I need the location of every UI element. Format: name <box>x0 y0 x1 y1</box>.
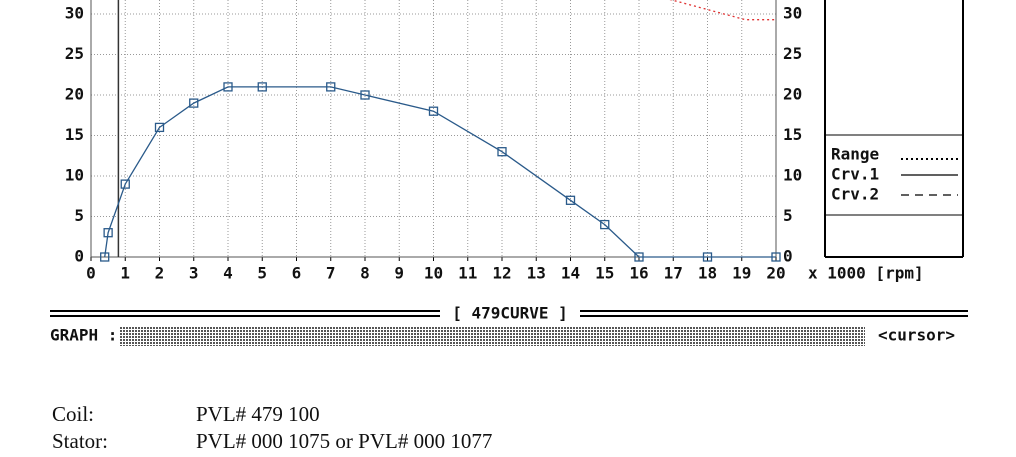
point-marker <box>771 252 781 262</box>
point-marker <box>497 147 507 157</box>
point-marker <box>257 82 267 92</box>
x-tick-label: 12 <box>492 264 511 283</box>
graph-scroll-bar[interactable] <box>120 326 865 346</box>
x-tick-label: 11 <box>458 264 477 283</box>
x-tick-label: 18 <box>698 264 717 283</box>
y-tick-label: 20 <box>65 85 84 104</box>
point-marker <box>634 252 644 262</box>
note-label: Coil: <box>52 402 94 426</box>
plot: 0 1 2 3 4 5 6 7 8 9 10 11 12 13 14 15 16 17 18 19 200 05 510 10… <box>65 0 958 283</box>
x-tick-label: 17 <box>664 264 683 283</box>
x-tick-label: 3 <box>189 264 199 283</box>
y-tick-label: 10 <box>65 166 84 185</box>
point-marker <box>223 82 233 92</box>
point-marker <box>600 219 610 230</box>
legend-label: Range <box>831 145 879 164</box>
x-tick-label: 6 <box>292 264 302 283</box>
graph-label: GRAPH : <box>50 326 117 345</box>
x-tick-label: 1 <box>120 264 130 283</box>
y-tick-label: 15 <box>65 125 84 144</box>
x-tick-label: 4 <box>223 264 233 283</box>
x-axis-label: x 1000 [rpm] <box>808 264 924 283</box>
y-tick-label-right: 5 <box>783 206 793 225</box>
y-tick-label-right: 10 <box>783 166 802 185</box>
point-marker <box>565 195 576 205</box>
point-marker <box>103 228 113 238</box>
point-marker <box>120 179 130 189</box>
note-value: PVL# 479 100 <box>196 402 320 426</box>
y-tick-label-right: 15 <box>783 125 802 144</box>
y-tick-label-right: 25 <box>783 44 802 63</box>
x-tick-label: 16 <box>629 264 648 283</box>
x-tick-label: 0 <box>86 264 96 283</box>
x-tick-label: 2 <box>155 264 165 283</box>
x-tick-label: 13 <box>527 264 546 283</box>
y-tick-label: 25 <box>65 44 84 63</box>
point-marker <box>326 82 336 92</box>
point-marker <box>154 122 165 133</box>
point-marker <box>360 90 370 100</box>
y-tick-label-right: 0 <box>783 247 793 266</box>
point-marker <box>189 98 199 108</box>
legend-label: Crv.2 <box>831 185 879 204</box>
legend-panel <box>824 0 964 258</box>
x-tick-label: 9 <box>394 264 404 283</box>
title-bar: [ 479CURVE ] <box>50 304 968 324</box>
x-tick-label: 10 <box>424 264 443 283</box>
x-tick-label: 20 <box>766 264 785 283</box>
point-marker <box>702 252 713 262</box>
y-tick-label: 30 <box>65 4 84 23</box>
series-line <box>669 0 776 21</box>
cursor-label: <cursor> <box>878 326 955 345</box>
x-tick-label: 8 <box>360 264 370 283</box>
note-value: PVL# 000 1075 or PVL# 000 1077 <box>196 429 492 453</box>
x-tick-label: 19 <box>732 264 751 283</box>
x-tick-label: 7 <box>326 264 336 283</box>
y-tick-label-right: 30 <box>783 4 802 23</box>
series-line <box>104 86 776 258</box>
y-tick-label: 5 <box>74 206 84 225</box>
chart-title: [ 479CURVE ] <box>452 304 568 323</box>
legend-label: Crv.1 <box>831 165 879 184</box>
x-tick-label: 5 <box>257 264 267 283</box>
point-marker <box>428 106 439 116</box>
y-tick-label: 0 <box>74 247 84 266</box>
x-tick-label: 15 <box>595 264 614 283</box>
y-tick-label-right: 20 <box>783 85 802 104</box>
notes: Coil: PVL# 479 100 Stator: PVL# 000 1075 or… <box>52 402 492 453</box>
point-marker <box>100 252 110 262</box>
note-label: Stator: <box>52 429 108 453</box>
x-tick-label: 14 <box>561 264 580 283</box>
